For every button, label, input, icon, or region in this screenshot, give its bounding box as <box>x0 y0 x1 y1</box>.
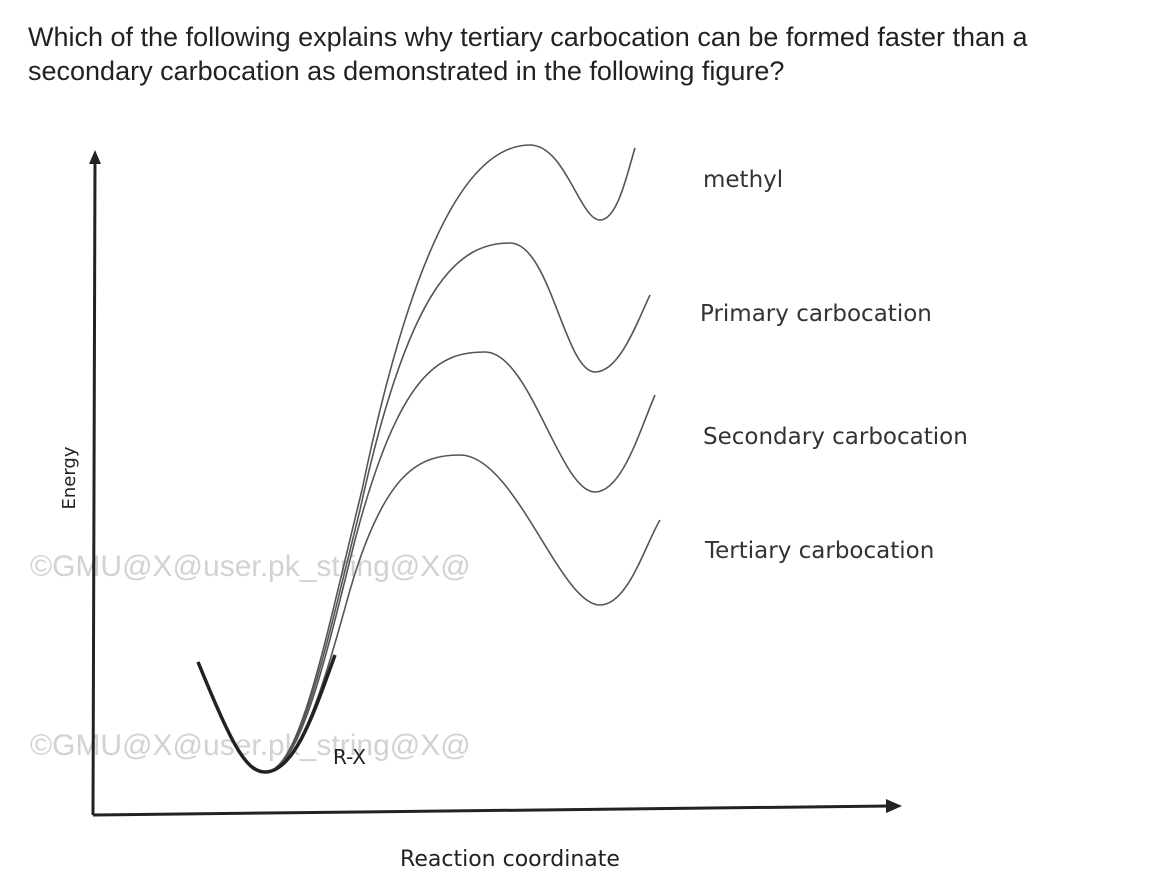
y-arrow <box>89 150 101 164</box>
reactant-label: R-X <box>333 745 366 769</box>
watermark: ©GMU@X@user.pk_string@X@ <box>30 550 471 583</box>
question-line: Which of the following explains why tert… <box>28 22 1028 52</box>
curve-label: Primary carbocation <box>700 301 932 327</box>
primary-curve <box>197 242 651 773</box>
curve-label: Secondary carbocation <box>703 424 968 450</box>
figure: ©GMU@X@user.pk_string@X@ ©GMU@X@user.pk_… <box>30 144 968 872</box>
reactant-well <box>196 654 337 774</box>
curve-label: methyl <box>703 167 783 193</box>
x-arrow <box>886 799 902 813</box>
methyl-curve <box>197 144 636 773</box>
y-axis <box>91 159 97 816</box>
watermark: ©GMU@X@user.pk_string@X@ <box>30 729 471 762</box>
question-line: secondary carbocation as demonstrated in… <box>28 56 784 86</box>
curve-label: Tertiary carbocation <box>704 538 934 564</box>
y-axis-label: Energy <box>59 446 80 509</box>
x-axis <box>92 804 891 817</box>
tertiary-curve <box>197 454 661 773</box>
x-axis-label: Reaction coordinate <box>400 847 620 872</box>
